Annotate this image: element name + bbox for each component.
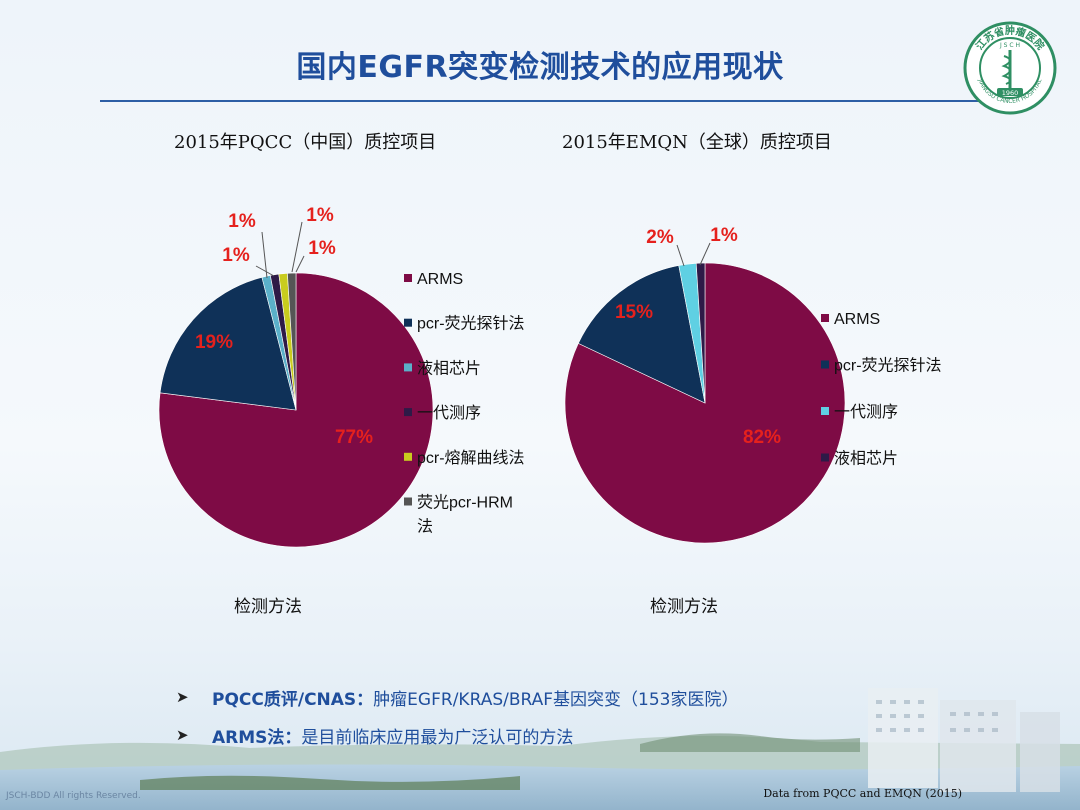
legend-swatch [404,452,412,461]
legend-label: 一代测序 [417,404,481,422]
chart-2-title: 2015年EMQN（全球）质控项目 [562,132,832,153]
leader-line [676,244,685,267]
legend-label: ARMS [834,311,880,328]
data-label: 1% [222,245,250,266]
legend-label: ARMS [417,271,463,288]
legend-swatch [404,408,412,417]
data-label: 77% [335,427,373,448]
legend-swatch [404,363,412,372]
legend-swatch [821,314,829,322]
data-label: 82% [743,427,781,448]
leader-line [291,221,303,273]
bullet-text: 是目前临床应用最为广泛认可的方法 [301,727,574,748]
bullet-text: 肿瘤EGFR/KRAS/BRAF基因突变（153家医院） [373,689,739,710]
legend-label: 荧光pcr-HRM [417,494,513,512]
legend-label: 一代测序 [834,403,898,421]
legend-swatch [821,407,829,415]
title-divider [100,100,980,102]
legend-swatch [404,318,412,327]
chart-2-xlabel: 检测方法 [650,597,718,617]
pie-slice [577,265,706,404]
bullet-head: ARMS法： [212,727,302,748]
legend-label: 液相芯片 [417,359,481,377]
logo-year: 1960 [1002,89,1019,97]
bullet-item: ➤ ARMS法： 是目前临床应用最为广泛认可的方法 [176,716,738,754]
bullet-list: ➤ PQCC质评/CNAS： 肿瘤EGFR/KRAS/BRAF基因突变（153家… [176,678,738,754]
page-title: 国内EGFR突变检测技术的应用现状 [296,50,784,85]
legend-swatch [821,453,829,462]
data-label: 19% [195,332,233,353]
leader-line [261,231,268,279]
bullet-item: ➤ PQCC质评/CNAS： 肿瘤EGFR/KRAS/BRAF基因突变（153家… [176,678,738,716]
leader-line [699,242,711,266]
data-label: 1% [710,225,738,246]
pie-slice [287,272,297,411]
legend-label: pcr-荧光探针法 [417,315,525,333]
legend-label: pcr-熔解曲线法 [417,449,525,467]
bullet-head: PQCC质评/CNAS： [212,689,374,710]
leader-line [295,255,305,273]
arrow-bullet-icon: ➤ [176,688,189,706]
data-label: 2% [646,227,674,248]
leader-line [255,265,275,277]
chart-1-xlabel: 检测方法 [234,597,302,617]
legend-label-wrap: 法 [417,518,433,536]
logo-letters: J S C H [999,42,1020,49]
data-label: 1% [308,238,336,259]
legend-label: 液相芯片 [834,450,898,468]
data-label: 15% [615,302,653,323]
data-label: 1% [228,211,256,232]
chart-1-title: 2015年PQCC（中国）质控项目 [174,132,437,153]
hospital-logo: 江苏省肿瘤医院 J S C H 1960 JIANGSU CANCER HOSP… [963,21,1057,115]
data-label: 1% [306,205,334,226]
footer-copyright: JSCH-BDD All rights Reserved. [6,791,141,801]
legend-swatch [821,360,829,369]
legend-label: pcr-荧光探针法 [834,357,942,375]
pie-slice [159,276,297,411]
arrow-bullet-icon: ➤ [176,726,189,744]
legend-swatch [404,497,412,506]
legend-swatch [404,274,412,282]
footer-source: Data from PQCC and EMQN (2015) [763,787,962,800]
